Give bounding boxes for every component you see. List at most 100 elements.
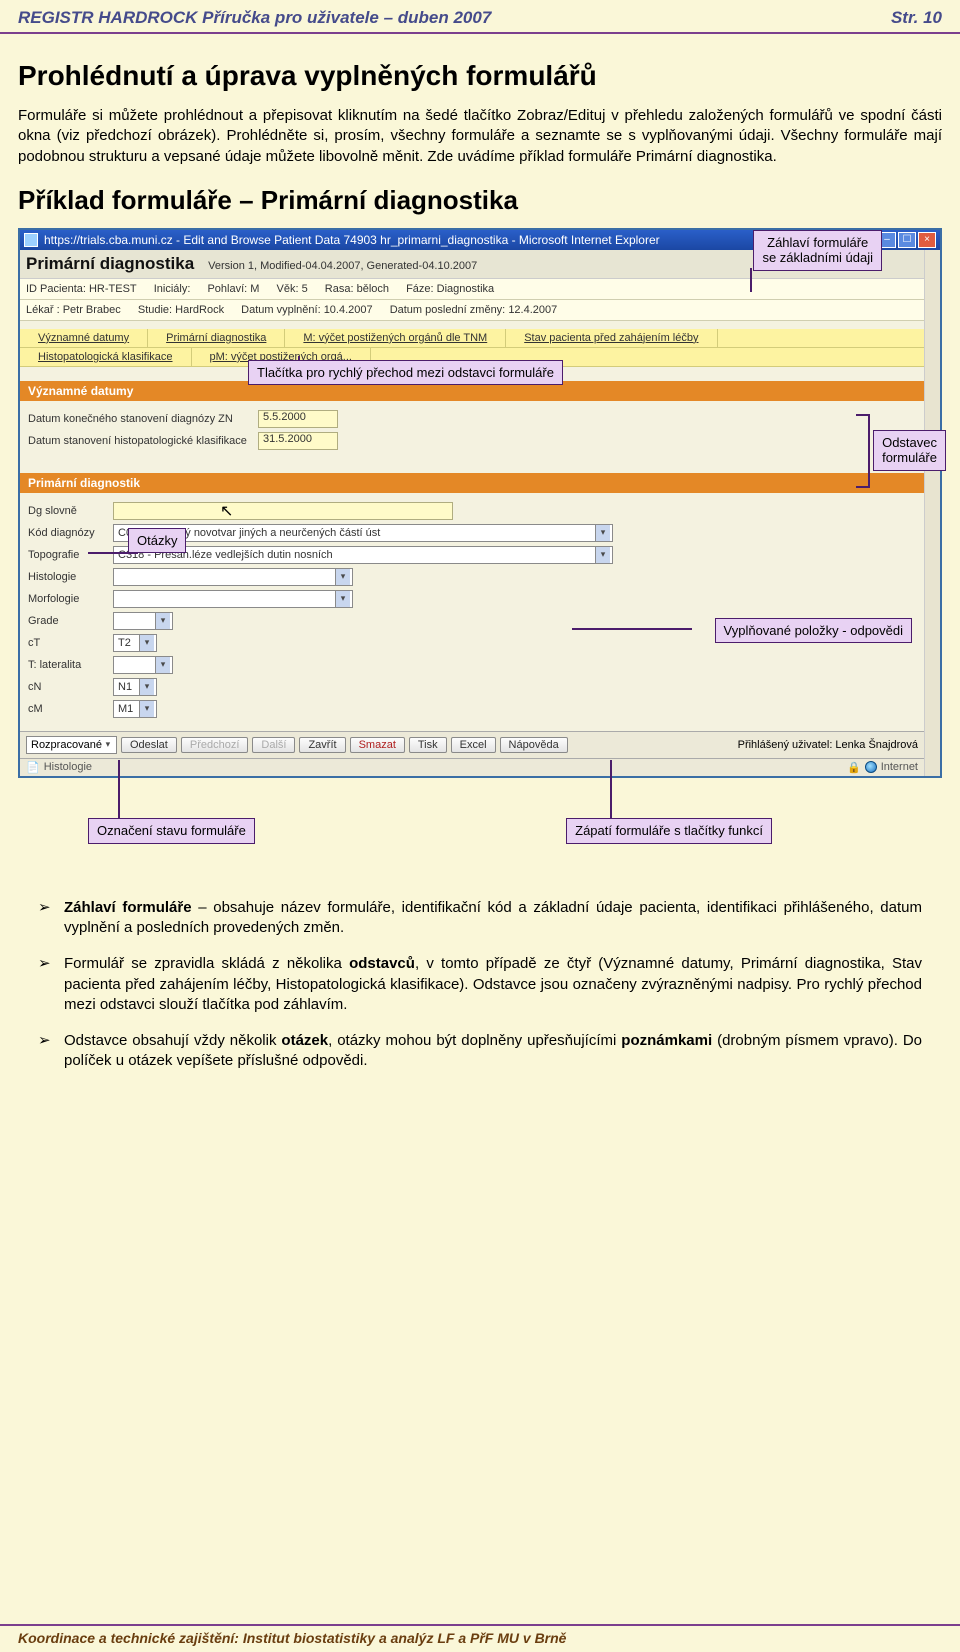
study-label: Studie:: [138, 304, 172, 316]
age-value: 5: [302, 283, 308, 295]
globe-icon: [865, 761, 877, 773]
callout-header: Záhlaví formuláře se základními údaji: [753, 230, 882, 271]
doctor-label: Lékař :: [26, 304, 60, 316]
lat-select[interactable]: [113, 656, 173, 674]
bullet-3: Odstavce obsahují vždy několik otázek, o…: [38, 1031, 922, 1072]
section-header-primary: Primární diagnostik: [20, 473, 924, 493]
date-zn-label: Datum konečného stanovení diagnózy ZN: [28, 413, 258, 425]
section-dates: Datum konečného stanovení diagnózy ZN 5.…: [20, 401, 924, 463]
callout-state: Označení stavu formuláře: [88, 818, 255, 844]
cm-label: cM: [28, 703, 113, 715]
filled-date-label: Datum vyplnění:: [241, 304, 320, 316]
change-date-value: 12.4.2007: [508, 304, 557, 316]
grade-label: Grade: [28, 615, 113, 627]
phase-value: Diagnostika: [437, 283, 494, 295]
dg-label: Dg slovně: [28, 505, 113, 517]
morf-label: Morfologie: [28, 593, 113, 605]
race-label: Rasa:: [325, 283, 354, 295]
callout-section: Odstavec formuláře: [873, 430, 946, 471]
ie-icon: [24, 233, 38, 247]
topo-label: Topografie: [28, 549, 113, 561]
phase-label: Fáze:: [406, 283, 434, 295]
form-title: Primární diagnostika: [26, 254, 194, 274]
doctor-value: Petr Brabec: [63, 304, 121, 316]
morf-select[interactable]: [113, 590, 353, 608]
form-footer-bar: Rozpracované Odeslat Předchozí Další Zav…: [20, 731, 924, 758]
grade-select[interactable]: [113, 612, 173, 630]
cn-label: cN: [28, 681, 113, 693]
help-button[interactable]: Nápověda: [500, 737, 568, 753]
doc-icon: 📄: [26, 761, 40, 774]
form-version: Version 1, Modified-04.04.2007, Generate…: [208, 260, 477, 272]
next-button[interactable]: Další: [252, 737, 295, 753]
histo-label: Histologie: [28, 571, 113, 583]
tab-primary-diag[interactable]: Primární diagnostika: [148, 329, 285, 347]
ct-value: T2: [114, 637, 131, 649]
browser-status-bar: 📄 Histologie 🔒 Internet: [20, 758, 924, 776]
bullet-1: Záhlaví formuláře – obsahuje název formu…: [38, 898, 922, 939]
cursor-icon: ↖: [220, 501, 233, 521]
id-patient-value: HR-TEST: [89, 283, 137, 295]
status-right: Internet: [881, 761, 918, 773]
tab-histopath[interactable]: Histopatologická klasifikace: [20, 348, 192, 366]
tab-dates[interactable]: Významné datumy: [20, 329, 148, 347]
date-zn-input[interactable]: 5.5.2000: [258, 410, 338, 428]
patient-info-row-2: Lékař : Petr Brabec Studie: HardRock Dat…: [20, 300, 924, 321]
lat-label: T: lateralita: [28, 659, 113, 671]
lock-icon: 🔒: [847, 761, 861, 774]
state-select[interactable]: Rozpracované: [26, 736, 117, 754]
cn-value: N1: [114, 681, 132, 693]
vertical-scrollbar[interactable]: [924, 250, 940, 776]
cn-select[interactable]: N1: [113, 678, 157, 696]
ct-label: cT: [28, 637, 113, 649]
callout-answers: Vyplňované položky - odpovědi: [715, 618, 912, 644]
send-button[interactable]: Odeslat: [121, 737, 177, 753]
kod-label: Kód diagnózy: [28, 527, 113, 539]
browser-window: https://trials.cba.muni.cz - Edit and Br…: [18, 228, 942, 778]
id-patient-label: ID Pacienta:: [26, 283, 86, 295]
callout-questions: Otázky: [128, 528, 186, 554]
maximize-button[interactable]: ☐: [898, 232, 916, 248]
header-right: Str. 10: [891, 8, 942, 28]
prev-button[interactable]: Předchozí: [181, 737, 249, 753]
sex-value: M: [250, 283, 259, 295]
excel-button[interactable]: Excel: [451, 737, 496, 753]
filled-date-value: 10.4.2007: [324, 304, 373, 316]
heading-2: Příklad formuláře – Primární diagnostika: [18, 185, 942, 216]
ct-select[interactable]: T2: [113, 634, 157, 652]
initials-label: Iniciály:: [154, 283, 191, 295]
bullet-list: Záhlaví formuláře – obsahuje název formu…: [38, 898, 922, 1072]
heading-1: Prohlédnutí a úprava vyplněných formulář…: [18, 60, 942, 92]
patient-info-row-1: ID Pacienta: HR-TEST Iniciály: Pohlaví: …: [20, 279, 924, 300]
age-label: Věk:: [277, 283, 299, 295]
callout-tabs: Tlačítka pro rychlý přechod mezi odstavc…: [248, 360, 563, 386]
tab-tnm[interactable]: M: výčet postižených orgánů dle TNM: [285, 329, 506, 347]
histo-select[interactable]: [113, 568, 353, 586]
header-left: REGISTR HARDROCK Příručka pro uživatele …: [18, 8, 491, 28]
date-histo-input[interactable]: 31.5.2000: [258, 432, 338, 450]
screenshot-container: https://trials.cba.muni.cz - Edit and Br…: [18, 228, 942, 778]
intro-paragraph: Formuláře si můžete prohlédnout a přepis…: [18, 106, 942, 167]
page-footer: Koordinace a technické zajištění: Instit…: [0, 1624, 960, 1646]
section-tabs-row-1: Významné datumy Primární diagnostika M: …: [20, 329, 924, 348]
delete-button[interactable]: Smazat: [350, 737, 405, 753]
logged-user: Přihlášený uživatel: Lenka Šnajdrová: [738, 739, 918, 751]
bracket-section: [856, 414, 870, 488]
tab-patient-state[interactable]: Stav pacienta před zahájením léčby: [506, 329, 717, 347]
dg-input[interactable]: [113, 502, 453, 520]
topo-select[interactable]: C318 - Přesah.léze vedlejších dutin nosn…: [113, 546, 613, 564]
study-value: HardRock: [175, 304, 224, 316]
kod-select[interactable]: C06 - Zhoubný novotvar jiných a neurčený…: [113, 524, 613, 542]
cm-value: M1: [114, 703, 133, 715]
change-date-label: Datum poslední změny:: [390, 304, 506, 316]
status-left: Histologie: [44, 761, 92, 773]
close-form-button[interactable]: Zavřít: [299, 737, 345, 753]
bullet-2: Formulář se zpravidla skládá z několika …: [38, 954, 922, 1015]
cm-select[interactable]: M1: [113, 700, 157, 718]
print-button[interactable]: Tisk: [409, 737, 447, 753]
race-value: běloch: [357, 283, 389, 295]
sex-label: Pohlaví:: [207, 283, 247, 295]
callout-footer: Zápatí formuláře s tlačítky funkcí: [566, 818, 772, 844]
close-button[interactable]: ×: [918, 232, 936, 248]
date-histo-label: Datum stanovení histopatologické klasifi…: [28, 435, 258, 447]
